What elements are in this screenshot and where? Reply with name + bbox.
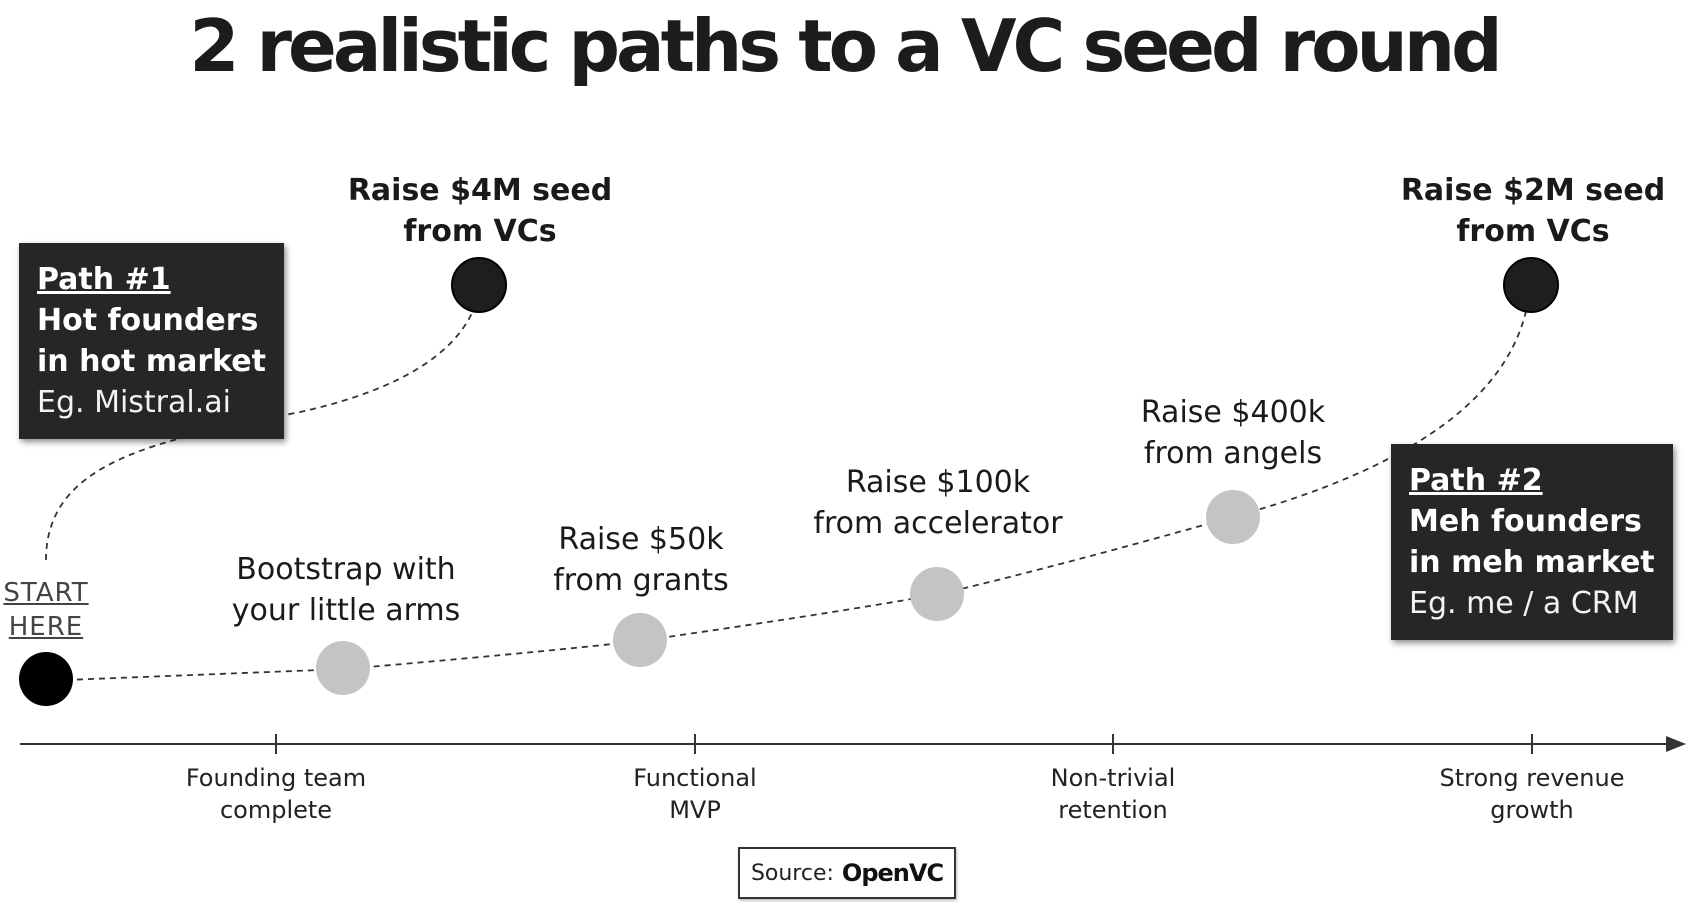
step-label-accelerator: Raise $100k from accelerator [813,462,1062,544]
milestone-label-revenue: Strong revenue growth [1439,762,1624,826]
source-prefix: Source: [750,860,834,886]
start-label: START HERE [3,576,88,644]
milestone-label-line: growth [1490,796,1574,824]
path1-goal-label: Raise $4M seed from VCs [348,170,612,252]
milestone-label-line: complete [219,796,333,824]
timeline-arrowhead [1666,736,1686,752]
milestone-label-line: Non-trivial [1050,764,1176,792]
step-node-accelerator [910,567,964,621]
milestone-label-mvp: Functional MVP [633,762,756,826]
step-label-angels: Raise $400k from angels [1141,392,1325,474]
step-label-line: Raise $100k [845,465,1031,500]
goal-node-path2 [1503,257,1559,313]
goal-label-line: Raise $4M seed [347,173,613,208]
path1-example: Eg. Mistral.ai [37,385,231,420]
step-label-line: Raise $50k [558,522,724,557]
path1-connector [45,286,481,561]
start-label-line: START [3,578,89,608]
step-label-bootstrap: Bootstrap with your little arms [232,549,461,631]
path2-line: Meh founders [1409,504,1642,539]
path1-box: Path #1 Hot founders in hot market Eg. M… [19,243,284,439]
path2-connector [65,286,1531,681]
path1-line: in hot market [37,344,266,379]
milestone-label-line: Founding team [185,764,367,792]
step-node-grants [613,613,667,667]
step-label-line: from accelerator [813,506,1063,541]
source-brand-logo: OpenVC [841,859,944,887]
milestone-label-retention: Non-trivial retention [1051,762,1176,826]
path2-line: in meh market [1409,545,1655,580]
goal-label-line: from VCs [1456,214,1610,249]
step-node-angels [1206,490,1260,544]
milestone-label-line: MVP [669,796,721,824]
goal-label-line: from VCs [403,214,557,249]
path1-line: Hot founders [37,303,259,338]
path2-heading: Path #2 [1409,463,1543,498]
milestone-label-line: Strong revenue [1439,764,1625,792]
step-label-line: from angels [1143,436,1323,471]
start-node [19,652,73,706]
start-label-line: HERE [8,612,84,642]
step-label-line: Bootstrap with [236,552,456,587]
path2-goal-label: Raise $2M seed from VCs [1401,170,1665,252]
step-label-line: your little arms [231,593,461,628]
path2-example: Eg. me / a CRM [1409,586,1639,621]
goal-node-path1 [451,257,507,313]
step-label-grants: Raise $50k from grants [553,519,729,601]
path2-box: Path #2 Meh founders in meh market Eg. m… [1391,444,1673,640]
milestone-label-founding-team: Founding team complete [186,762,366,826]
source-box: Source: OpenVC [738,847,956,899]
milestone-label-line: retention [1058,796,1168,824]
step-label-line: from grants [553,563,729,598]
goal-label-line: Raise $2M seed [1400,173,1666,208]
page-title: 2 realistic paths to a VC seed round [189,4,1502,88]
milestone-label-line: Functional [633,764,757,792]
step-label-line: Raise $400k [1140,395,1326,430]
path1-heading: Path #1 [37,262,171,297]
step-node-bootstrap [316,641,370,695]
